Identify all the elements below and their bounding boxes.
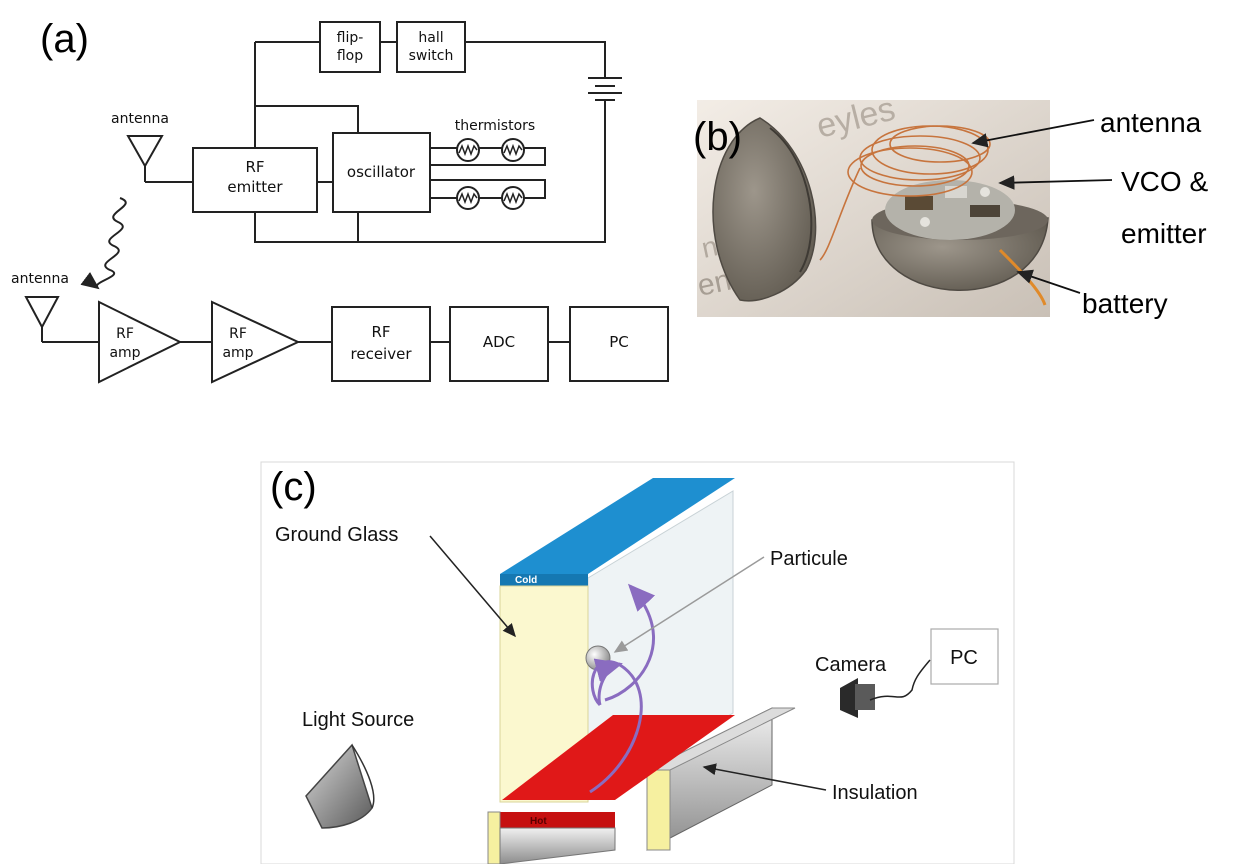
svg-text:flip-: flip- bbox=[337, 30, 364, 46]
label-particule: Particule bbox=[770, 548, 848, 570]
rf-emitter-block: RF emitter bbox=[192, 147, 318, 213]
svg-text:amp: amp bbox=[109, 345, 140, 361]
label-pc: PC bbox=[950, 647, 978, 669]
svg-text:amp: amp bbox=[222, 345, 253, 361]
rf-amp-1: RF amp bbox=[98, 300, 183, 384]
wireless-signal-wave bbox=[80, 197, 127, 290]
cold-plate bbox=[500, 478, 735, 574]
insulation-pointer bbox=[702, 763, 827, 791]
sensor-photo: eyles ensors ntro bbox=[695, 90, 1050, 317]
annotation-vco: VCO & bbox=[1121, 166, 1208, 197]
hall-switch-block: hall switch bbox=[396, 21, 466, 73]
svg-text:switch: switch bbox=[409, 48, 454, 64]
antenna-tx: antenna bbox=[111, 111, 169, 169]
annotation-emitter: emitter bbox=[1121, 218, 1207, 249]
panel-b-label: (b) bbox=[693, 115, 742, 159]
thermistor-icon bbox=[501, 186, 525, 210]
svg-text:thermistors: thermistors bbox=[455, 118, 535, 134]
cold-label: Cold bbox=[515, 575, 537, 586]
panel-a: (a) bbox=[11, 17, 669, 384]
battery-symbol bbox=[588, 77, 622, 101]
annotation-antenna: antenna bbox=[1100, 107, 1202, 138]
label-ground-glass: Ground Glass bbox=[275, 524, 398, 546]
svg-text:antenna: antenna bbox=[11, 271, 69, 287]
svg-text:RF: RF bbox=[245, 158, 264, 176]
panel-a-label: (a) bbox=[40, 17, 89, 61]
trajectory-path-up bbox=[604, 583, 656, 702]
rf-amp-2: RF amp bbox=[211, 300, 301, 384]
trajectory-path bbox=[589, 660, 643, 794]
label-camera: Camera bbox=[815, 654, 887, 676]
svg-text:receiver: receiver bbox=[351, 345, 413, 363]
svg-text:hall: hall bbox=[418, 30, 443, 46]
annotation-battery: battery bbox=[1082, 288, 1168, 319]
thermistor-icon bbox=[501, 138, 525, 162]
insulation-back bbox=[646, 707, 796, 851]
panel-c: (c) Cold Hot Ground Glass Parti bbox=[260, 461, 1015, 864]
ground-glass-front bbox=[499, 585, 589, 803]
adc-block: ADC bbox=[449, 306, 549, 382]
svg-text:RF: RF bbox=[229, 326, 247, 342]
pc-block: PC bbox=[569, 306, 669, 382]
thermistors: thermistors bbox=[455, 118, 535, 210]
antenna-rx: antenna bbox=[11, 271, 69, 330]
thermistor-icon bbox=[456, 138, 480, 162]
vco-board bbox=[885, 180, 1015, 240]
light-source-icon bbox=[305, 743, 375, 829]
label-light-source: Light Source bbox=[302, 709, 414, 731]
insulation-front bbox=[487, 811, 616, 864]
antenna-callout-arrow bbox=[971, 119, 1095, 148]
circuit-wires bbox=[41, 41, 606, 343]
thermistor-icon bbox=[456, 186, 480, 210]
vco-callout-arrow bbox=[998, 175, 1113, 190]
svg-text:RF: RF bbox=[116, 326, 134, 342]
trajectory-loop bbox=[593, 658, 623, 706]
svg-text:PC: PC bbox=[609, 333, 629, 351]
flip-flop-block: flip- flop bbox=[319, 21, 381, 73]
panel-b: eyles ensors ntro bbox=[693, 90, 1208, 319]
camera-icon bbox=[840, 678, 875, 718]
particule-pointer bbox=[613, 556, 765, 653]
hot-plate bbox=[502, 715, 735, 800]
label-insulation: Insulation bbox=[832, 782, 918, 804]
ground-glass-pointer bbox=[429, 535, 516, 638]
rf-receiver-block: RF receiver bbox=[331, 306, 431, 382]
svg-text:oscillator: oscillator bbox=[347, 163, 416, 181]
pc-box bbox=[930, 628, 999, 685]
svg-text:flop: flop bbox=[337, 48, 363, 64]
svg-text:RF: RF bbox=[371, 323, 390, 341]
hot-label: Hot bbox=[530, 816, 547, 827]
svg-text:antenna: antenna bbox=[111, 111, 169, 127]
panel-c-label: (c) bbox=[270, 465, 317, 509]
svg-text:ADC: ADC bbox=[483, 333, 515, 351]
camera-cable bbox=[869, 659, 931, 701]
svg-text:emitter: emitter bbox=[227, 178, 283, 196]
battery-callout-arrow bbox=[1016, 269, 1081, 294]
coil-antenna bbox=[819, 125, 1047, 306]
oscillator-block: oscillator bbox=[332, 132, 431, 213]
